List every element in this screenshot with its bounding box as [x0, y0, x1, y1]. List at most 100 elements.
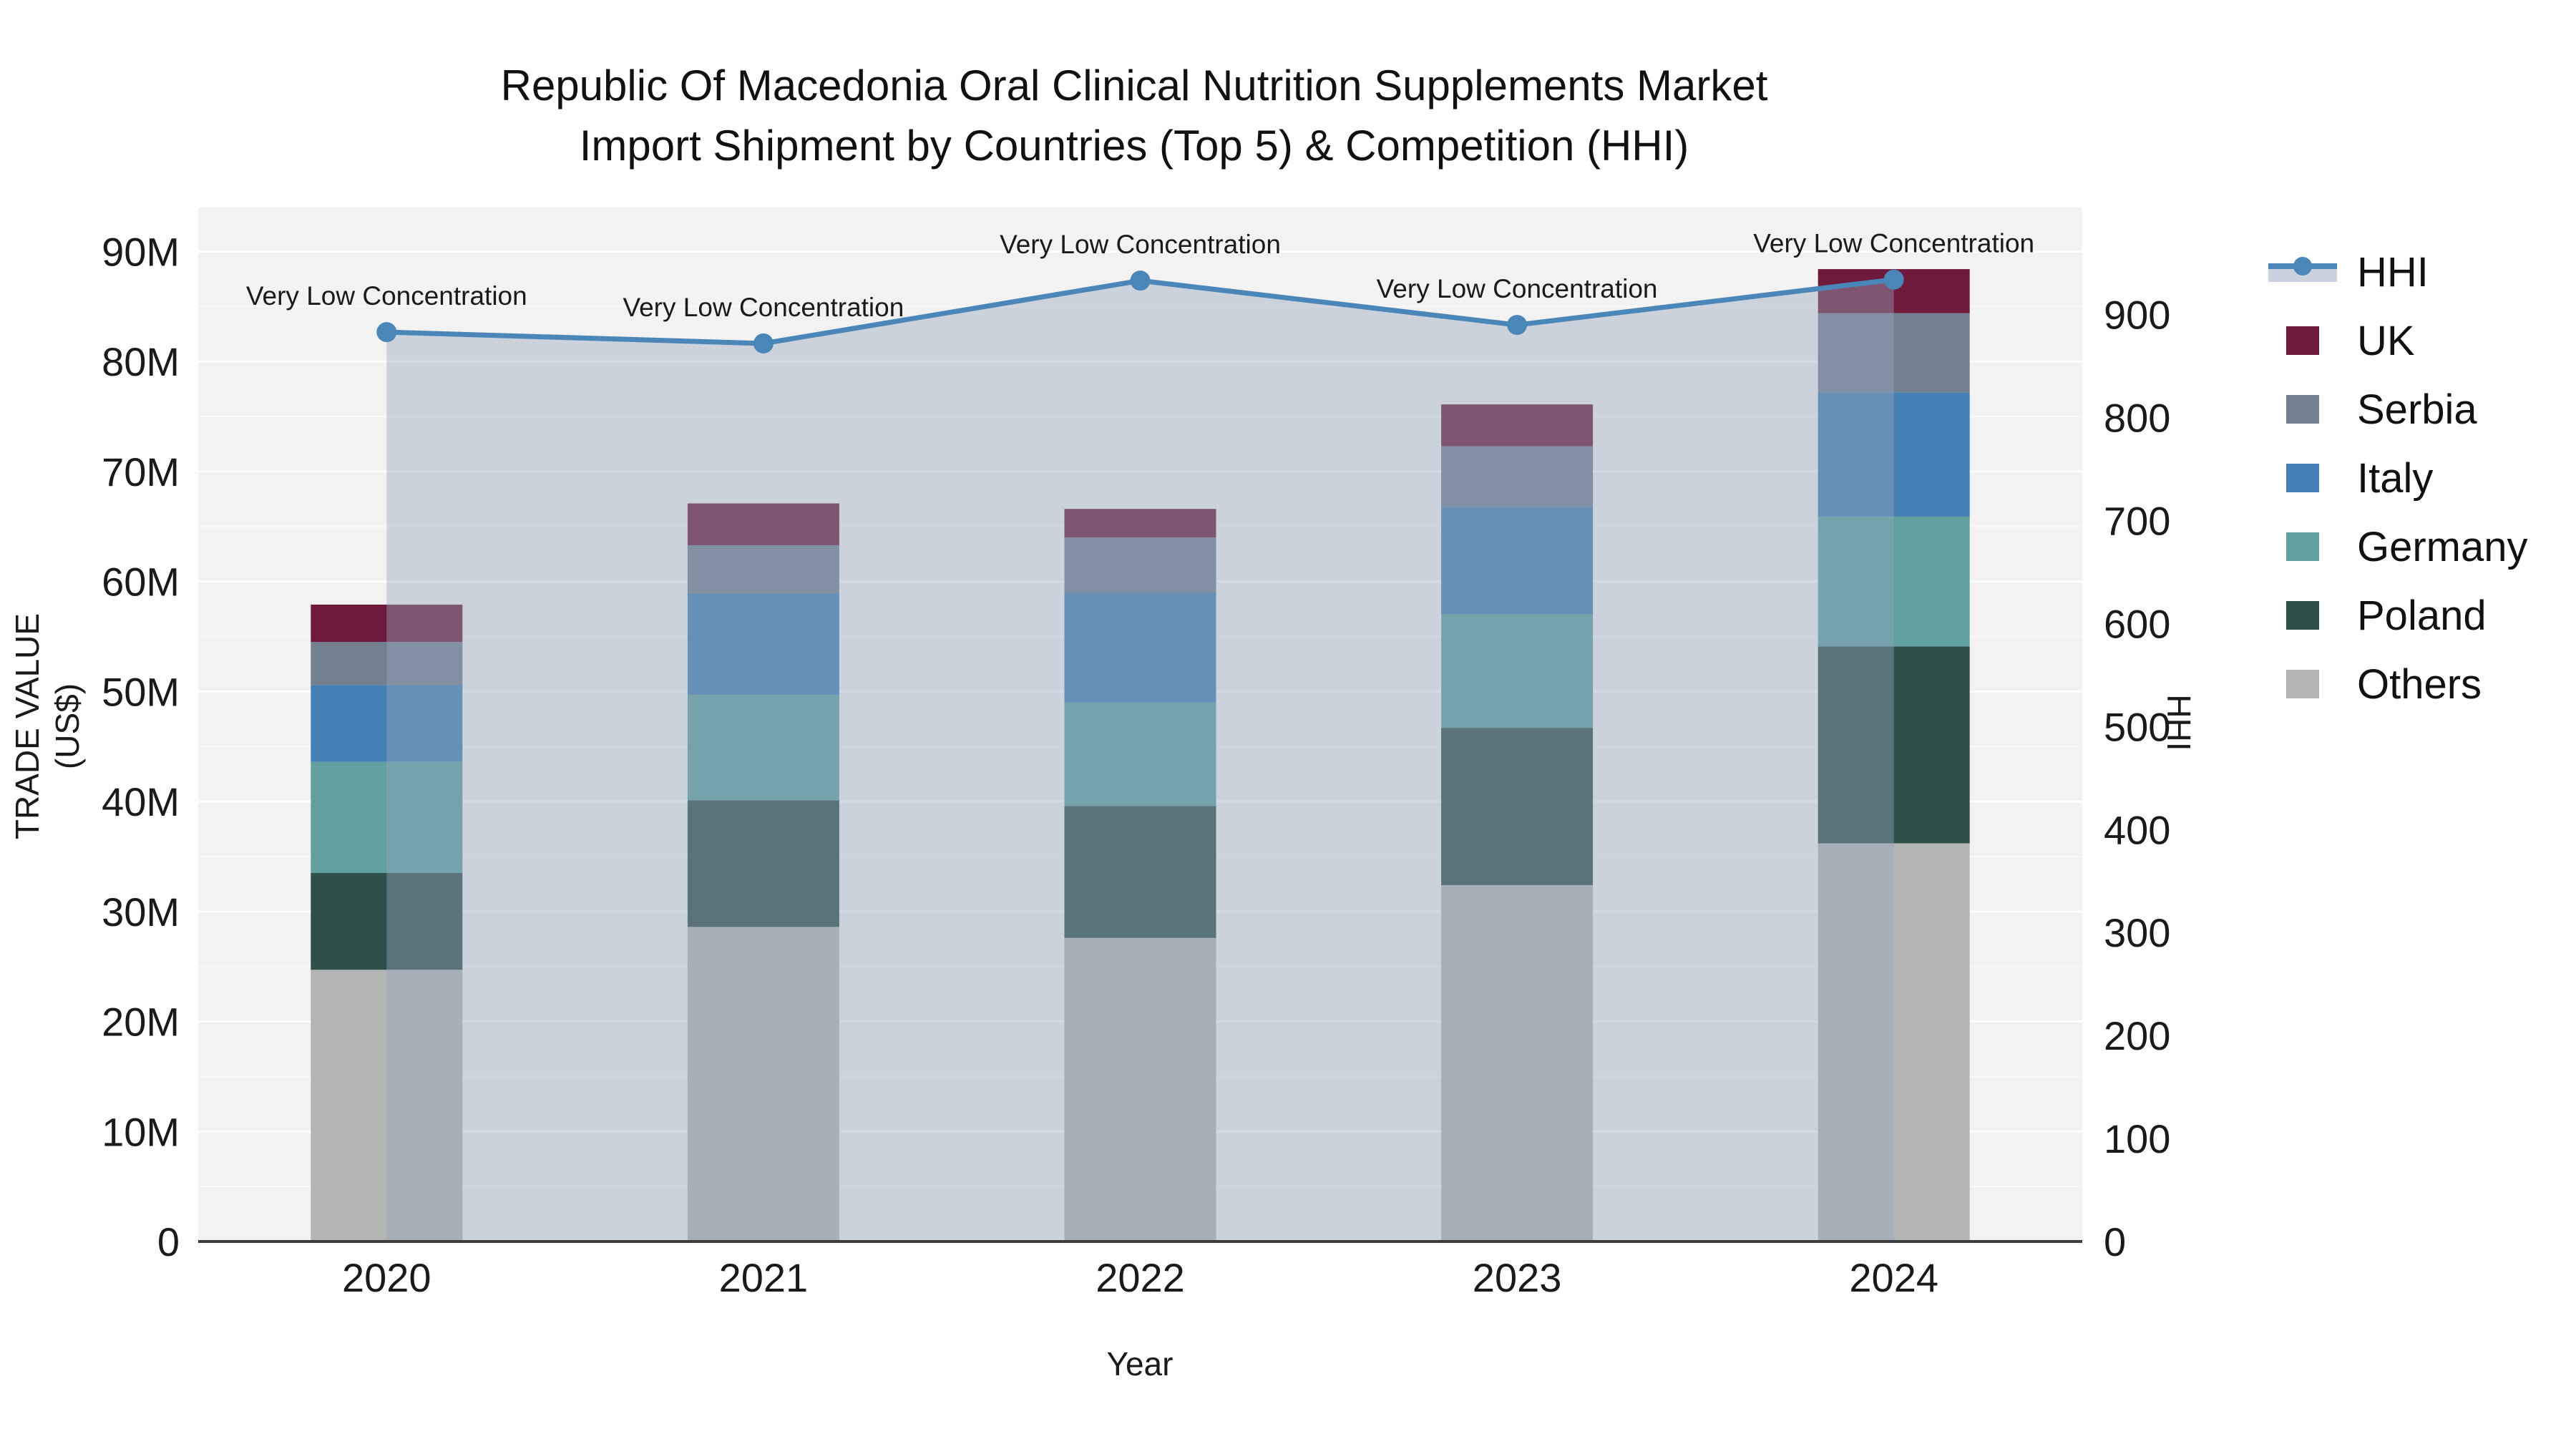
- legend: HHI UK Serbia Italy Germany Poland Others: [2268, 238, 2528, 718]
- x-tick-2020: 2020: [342, 1255, 431, 1300]
- hhi-marker-2024[interactable]: [1883, 269, 1904, 290]
- legend-swatch-serbia: [2268, 389, 2337, 429]
- color-swatch: [2286, 670, 2319, 698]
- y-right-tick: 300: [2104, 910, 2170, 955]
- annotation-2022: Very Low Concentration: [1000, 230, 1281, 259]
- bar-segment-uk-2020[interactable]: [311, 604, 463, 643]
- legend-label: Germany: [2357, 523, 2528, 570]
- bar-segment-poland-2023[interactable]: [1441, 728, 1594, 885]
- x-axis-title: Year: [1106, 1345, 1174, 1382]
- legend-label: Italy: [2357, 454, 2434, 502]
- color-swatch: [2286, 395, 2319, 424]
- annotation-2021: Very Low Concentration: [623, 293, 904, 322]
- hhi-area-fill: [386, 279, 1894, 1241]
- annotation-2023: Very Low Concentration: [1377, 274, 1658, 303]
- bar-segment-italy-2024[interactable]: [1818, 392, 1970, 517]
- y-left-tick: 90M: [102, 229, 180, 274]
- bar-segment-serbia-2021[interactable]: [687, 545, 839, 594]
- x-tick-2023: 2023: [1473, 1255, 1562, 1300]
- legend-item-others[interactable]: Others: [2268, 650, 2528, 718]
- bar-segment-italy-2021[interactable]: [687, 593, 839, 695]
- annotation-2024: Very Low Concentration: [1753, 229, 2034, 258]
- y-left-tick: 0: [157, 1219, 180, 1264]
- bar-segment-uk-2021[interactable]: [687, 503, 839, 545]
- bar-segment-uk-2022[interactable]: [1064, 509, 1216, 538]
- plot-area: Very Low Concentration Very Low Concentra…: [102, 208, 2170, 1300]
- y-right-tick: 400: [2104, 807, 2170, 852]
- legend-item-germany[interactable]: Germany: [2268, 512, 2528, 581]
- plot-svg: Very Low Concentration Very Low Concentra…: [102, 208, 2170, 1300]
- bar-segment-serbia-2020[interactable]: [311, 642, 463, 686]
- legend-item-serbia[interactable]: Serbia: [2268, 375, 2528, 444]
- color-swatch: [2286, 464, 2319, 492]
- bar-segment-italy-2022[interactable]: [1064, 592, 1216, 703]
- bar-segment-others-2021[interactable]: [687, 927, 839, 1241]
- bar-segment-germany-2021[interactable]: [687, 694, 839, 801]
- bar-segment-germany-2020[interactable]: [311, 761, 463, 874]
- bar-segment-italy-2023[interactable]: [1441, 507, 1594, 615]
- legend-swatch-germany: [2268, 527, 2337, 567]
- x-tick-2021: 2021: [719, 1255, 809, 1300]
- hhi-marker-2023[interactable]: [1507, 315, 1528, 336]
- y-right-tick: 100: [2104, 1116, 2170, 1161]
- bar-segment-germany-2024[interactable]: [1818, 516, 1970, 647]
- bar-segment-others-2022[interactable]: [1064, 937, 1216, 1241]
- y-left-tick: 20M: [102, 1000, 180, 1045]
- y-left-tick: 40M: [102, 779, 180, 824]
- y-left-tick: 80M: [102, 339, 180, 384]
- color-swatch: [2286, 326, 2319, 355]
- bar-segment-serbia-2024[interactable]: [1818, 313, 1970, 393]
- y-right-tick: 700: [2104, 499, 2170, 544]
- legend-swatch-poland: [2268, 595, 2337, 635]
- legend-label: Poland: [2357, 592, 2487, 639]
- bar-segment-others-2020[interactable]: [311, 970, 463, 1241]
- legend-item-poland[interactable]: Poland: [2268, 581, 2528, 650]
- legend-item-uk[interactable]: UK: [2268, 306, 2528, 375]
- bar-segment-poland-2021[interactable]: [687, 800, 839, 927]
- legend-item-hhi[interactable]: HHI: [2268, 238, 2528, 306]
- bar-segment-italy-2020[interactable]: [311, 685, 463, 762]
- legend-swatch-uk: [2268, 321, 2337, 361]
- chart-title-line1: Republic Of Macedonia Oral Clinical Nutr…: [500, 62, 1768, 109]
- y-left-tick: 10M: [102, 1109, 180, 1154]
- chart-title-line2: Import Shipment by Countries (Top 5) & C…: [579, 122, 1689, 170]
- y-right-tick: 600: [2104, 601, 2170, 646]
- bar-segment-serbia-2022[interactable]: [1064, 537, 1216, 593]
- hhi-marker-2020[interactable]: [376, 322, 397, 343]
- legend-label: UK: [2357, 317, 2415, 364]
- y-right-tick: 900: [2104, 293, 2170, 338]
- bar-segment-poland-2022[interactable]: [1064, 806, 1216, 938]
- chart-title: Republic Of Macedonia Oral Clinical Nutr…: [0, 56, 2268, 176]
- bar-segment-serbia-2023[interactable]: [1441, 446, 1594, 507]
- x-tick-2024: 2024: [1849, 1255, 1938, 1300]
- legend-label: Others: [2357, 660, 2482, 708]
- color-swatch: [2286, 532, 2319, 561]
- legend-swatch-italy: [2268, 458, 2337, 498]
- bar-segment-others-2023[interactable]: [1441, 884, 1594, 1241]
- y-left-tick: 70M: [102, 449, 180, 494]
- bar-segment-germany-2023[interactable]: [1441, 614, 1594, 728]
- x-tick-2022: 2022: [1096, 1255, 1185, 1300]
- y-left-tick: 60M: [102, 560, 180, 605]
- legend-label: Serbia: [2357, 386, 2477, 433]
- y-right-tick: 0: [2104, 1219, 2126, 1264]
- bar-segment-others-2024[interactable]: [1818, 843, 1970, 1241]
- bar-segment-poland-2024[interactable]: [1818, 646, 1970, 844]
- bar-segment-germany-2022[interactable]: [1064, 702, 1216, 806]
- y-axis-title-left: TRADE VALUE (US$): [9, 613, 86, 840]
- y-right-tick: 200: [2104, 1013, 2170, 1058]
- y-left-tick: 30M: [102, 889, 180, 935]
- legend-item-italy[interactable]: Italy: [2268, 444, 2528, 512]
- y-right-tick: 800: [2104, 396, 2170, 441]
- y-right-tick: 500: [2104, 704, 2170, 749]
- legend-label: HHI: [2357, 248, 2429, 296]
- hhi-marker-2022[interactable]: [1130, 270, 1151, 291]
- color-swatch: [2286, 601, 2319, 630]
- hhi-marker-2021[interactable]: [753, 333, 774, 353]
- bar-segment-uk-2023[interactable]: [1441, 404, 1594, 447]
- y-left-tick: 50M: [102, 669, 180, 714]
- hhi-line-icon: [2268, 252, 2337, 292]
- bar-segment-poland-2020[interactable]: [311, 873, 463, 970]
- legend-swatch-others: [2268, 664, 2337, 704]
